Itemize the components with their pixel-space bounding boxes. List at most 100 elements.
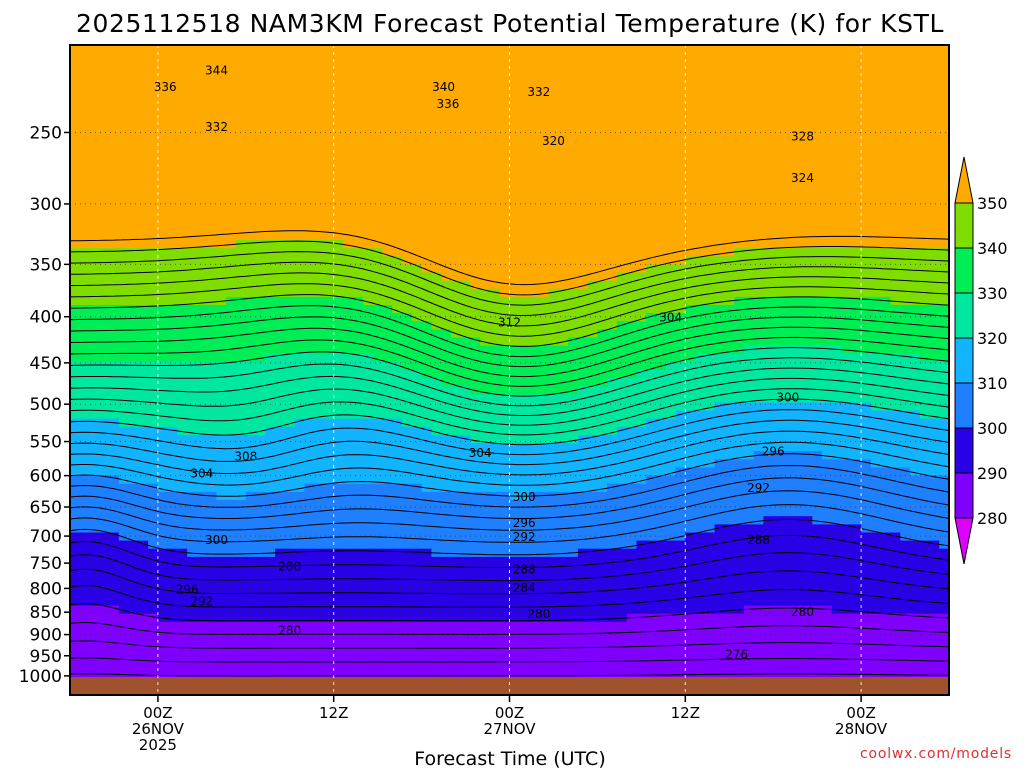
fill-cell — [831, 101, 843, 111]
fill-cell — [919, 183, 931, 192]
fill-cell — [372, 305, 384, 314]
fill-cell — [939, 85, 949, 95]
fill-cell — [411, 69, 423, 79]
fill-cell — [363, 288, 374, 298]
fill-cell — [890, 264, 901, 274]
fill-cell — [480, 77, 491, 87]
fill-cell — [450, 402, 462, 412]
fill-cell — [470, 491, 481, 501]
fill-cell — [714, 402, 725, 412]
fill-cell — [861, 69, 872, 79]
fill-cell — [909, 435, 921, 444]
fill-cell — [822, 166, 833, 176]
fill-cell — [431, 110, 442, 119]
fill-cell — [890, 85, 901, 95]
fill-cell — [636, 272, 647, 282]
fill-cell — [558, 467, 569, 477]
fill-cell — [802, 483, 813, 493]
fill-cell — [753, 69, 765, 79]
fill-cell — [167, 207, 179, 217]
fill-cell — [411, 53, 423, 62]
fill-cell — [284, 296, 296, 306]
fill-cell — [919, 207, 931, 217]
fill-cell — [226, 215, 237, 225]
fill-cell — [79, 410, 91, 420]
fill-cell — [216, 475, 227, 485]
fill-cell — [734, 248, 745, 257]
fill-cell — [822, 93, 833, 103]
fill-cell — [245, 280, 257, 290]
fill-cell — [441, 370, 452, 379]
fill-cell — [333, 240, 345, 249]
fill-cell — [109, 435, 120, 444]
fill-cell — [568, 280, 579, 290]
fill-cell — [480, 345, 491, 355]
fill-cell — [792, 175, 804, 184]
fill-cell — [206, 418, 218, 428]
fill-cell — [685, 394, 696, 404]
fill-cell — [304, 93, 315, 103]
fill-cell — [568, 418, 579, 428]
fill-cell — [431, 166, 442, 176]
fill-cell — [284, 386, 296, 395]
fill-cell — [197, 69, 208, 79]
fill-cell — [724, 435, 735, 444]
fill-cell — [167, 134, 179, 144]
fill-cell — [802, 126, 813, 135]
fill-cell — [870, 435, 882, 444]
fill-cell — [411, 337, 423, 347]
fill-cell — [568, 394, 579, 404]
fill-cell — [197, 134, 208, 144]
fill-cell — [939, 118, 949, 127]
fill-cell — [157, 215, 169, 225]
fill-cell — [568, 166, 579, 176]
fill-cell — [167, 45, 179, 54]
fill-cell — [646, 459, 657, 469]
fill-cell — [939, 248, 949, 257]
fill-cell — [236, 248, 247, 257]
fill-cell — [157, 231, 169, 241]
fill-cell — [333, 475, 345, 485]
fill-cell — [724, 207, 735, 217]
fill-cell — [216, 231, 227, 241]
fill-cell — [939, 240, 949, 249]
fill-cell — [197, 53, 208, 62]
fill-cell — [812, 321, 823, 330]
fill-cell — [656, 45, 667, 54]
fill-cell — [353, 85, 364, 95]
fill-cell — [294, 118, 305, 127]
fill-cell — [490, 305, 501, 314]
fill-cell — [499, 361, 511, 371]
fill-cell — [177, 280, 188, 290]
fill-cell — [499, 207, 511, 217]
fill-cell — [372, 264, 384, 274]
fill-cell — [724, 451, 735, 460]
fill-cell — [822, 126, 833, 135]
fill-cell — [802, 85, 813, 95]
fill-cell — [314, 272, 325, 282]
fill-cell — [695, 223, 706, 233]
fill-cell — [275, 93, 286, 103]
fill-cell — [929, 110, 940, 119]
fill-cell — [275, 256, 286, 265]
fill-cell — [226, 402, 237, 412]
fill-cell — [372, 134, 384, 144]
fill-cell — [861, 199, 872, 209]
fill-cell — [275, 134, 286, 144]
fill-cell — [519, 248, 530, 257]
fill-cell — [255, 53, 266, 62]
fill-cell — [616, 475, 628, 485]
fill-cell — [919, 361, 931, 371]
fill-cell — [822, 435, 833, 444]
fill-cell — [685, 118, 696, 127]
fill-cell — [812, 426, 823, 436]
fill-cell — [372, 337, 384, 347]
fill-cell — [480, 231, 491, 241]
fill-cell — [773, 118, 784, 127]
fill-cell — [99, 118, 110, 127]
fill-cell — [333, 85, 345, 95]
fill-cell — [665, 410, 677, 420]
fill-cell — [890, 142, 901, 152]
fill-cell — [314, 402, 325, 412]
fill-cell — [167, 296, 179, 306]
